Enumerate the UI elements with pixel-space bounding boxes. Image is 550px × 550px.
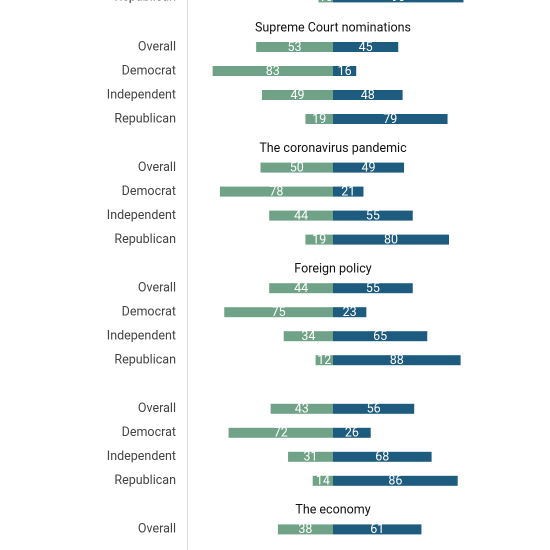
value-label: 78 [269, 184, 283, 199]
category-label: Independent [107, 449, 176, 464]
bar [315, 355, 333, 366]
value-label: 88 [390, 353, 404, 368]
value-label: 19 [312, 112, 326, 127]
value-label: 65 [373, 329, 387, 344]
category-label: Democrat [122, 425, 176, 440]
bar [277, 524, 333, 535]
bar [333, 210, 413, 221]
value-label: 49 [361, 160, 375, 175]
bar [270, 403, 333, 414]
value-label: 23 [343, 305, 357, 320]
bar [333, 162, 405, 173]
value-label: 75 [272, 305, 286, 320]
bar [261, 90, 333, 100]
value-label: 14 [316, 474, 330, 489]
category-label: Independent [107, 87, 176, 102]
bar [333, 90, 403, 100]
bar [333, 307, 367, 318]
bar [333, 331, 428, 342]
value-label: 83 [266, 64, 280, 79]
value-label: 26 [345, 426, 359, 441]
category-label: Democrat [122, 304, 176, 319]
value-label: 61 [370, 522, 384, 537]
value-label: 34 [301, 329, 315, 344]
panel-title: Supreme Court nominations [255, 20, 411, 35]
bar [333, 66, 357, 76]
value-label: 56 [367, 402, 381, 417]
value-label: 43 [295, 402, 309, 417]
value-label: 49 [290, 88, 304, 103]
value-label: 53 [288, 40, 302, 55]
bar [288, 451, 333, 462]
category-label: Democrat [122, 63, 176, 78]
category-label: Republican [114, 232, 176, 247]
category-label: Independent [107, 328, 176, 343]
panel-title: The coronavirus pandemic [259, 141, 407, 156]
value-label: 90 [391, 0, 405, 5]
bar [224, 307, 333, 318]
category-label: Republican [114, 111, 176, 126]
value-label: 31 [303, 450, 317, 465]
bar [219, 186, 333, 197]
bar [333, 114, 448, 124]
bar [333, 524, 422, 535]
bar [269, 210, 333, 221]
value-label: 19 [312, 232, 326, 247]
value-label: 16 [338, 64, 352, 79]
value-label: 55 [366, 281, 380, 296]
bar [333, 427, 371, 438]
value-label: 12 [317, 353, 331, 368]
value-label: 44 [294, 281, 308, 296]
value-label: 21 [341, 184, 355, 199]
bar [333, 403, 415, 414]
category-label: Independent [107, 208, 176, 223]
value-label: 38 [298, 522, 312, 537]
bar [283, 331, 333, 342]
bar [312, 475, 333, 486]
panel-title: The economy [295, 503, 370, 518]
bar [269, 283, 333, 294]
panel-title: Foreign policy [294, 261, 371, 276]
bar [333, 451, 432, 462]
value-label: 48 [361, 88, 375, 103]
category-label: Republican [114, 352, 176, 367]
category-label: Overall [138, 522, 176, 537]
category-label: Democrat [122, 184, 176, 199]
value-label: 44 [294, 208, 308, 223]
bar [333, 0, 464, 3]
bar [333, 475, 458, 486]
category-label: Overall [138, 39, 176, 54]
bar [333, 42, 399, 52]
category-label: Republican [114, 473, 176, 488]
bar [333, 234, 449, 245]
bar [333, 283, 413, 294]
category-label: Republican [114, 0, 176, 5]
bar [305, 234, 333, 245]
value-label: 68 [375, 450, 389, 465]
category-label: Overall [138, 280, 176, 295]
value-label: 50 [290, 160, 304, 175]
bar [212, 66, 333, 76]
value-label: 10 [319, 0, 333, 5]
bar [228, 427, 333, 438]
category-label: Overall [138, 401, 176, 416]
category-label: Overall [138, 160, 176, 175]
bar [333, 355, 461, 366]
value-label: 55 [366, 208, 380, 223]
value-label: 72 [274, 426, 288, 441]
value-label: 79 [383, 112, 397, 127]
value-label: 86 [388, 474, 402, 489]
bar [256, 42, 333, 52]
bar [260, 162, 333, 173]
bar [333, 186, 364, 197]
bar [305, 114, 333, 124]
bar [318, 0, 333, 3]
value-label: 80 [384, 232, 398, 247]
value-label: 45 [359, 40, 373, 55]
